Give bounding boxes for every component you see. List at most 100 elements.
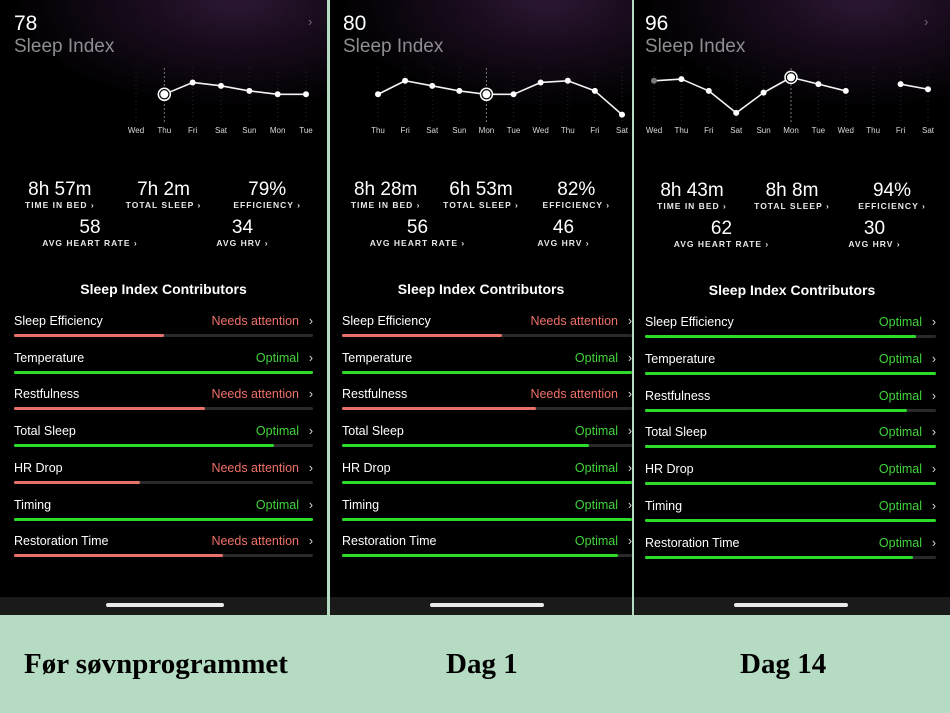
- chevron-right-icon[interactable]: ›: [931, 462, 936, 477]
- chevron-right-icon[interactable]: ›: [308, 314, 313, 328]
- stat-avg-heart-rate[interactable]: 56 AVG HEART RATE ›: [345, 218, 490, 249]
- chart-point[interactable]: [678, 76, 685, 83]
- contributor-row[interactable]: Temperature Optimal ›: [342, 351, 632, 381]
- contributor-name: Restfulness: [342, 387, 408, 402]
- sleep-index-chart[interactable]: Wed Thu Fri Sat Sun Mon Tue Wed Thu Fri Sat: [634, 60, 950, 140]
- sleep-index-chart[interactable]: Wed Thu Fri Sat Sun Mon Tue: [0, 60, 327, 140]
- chart-selected-point[interactable]: [482, 90, 491, 99]
- chevron-right-icon[interactable]: ›: [931, 499, 936, 513]
- chart-point[interactable]: [619, 111, 625, 118]
- contributor-row[interactable]: HR Drop Optimal ›: [645, 462, 936, 492]
- contributor-row[interactable]: Total Sleep Optimal ›: [342, 424, 632, 454]
- chevron-right-icon[interactable]: ›: [931, 315, 936, 329]
- stat-total[interactable]: 8h 8m TOTAL SLEEP ›: [742, 181, 842, 212]
- chart-point[interactable]: [189, 79, 196, 86]
- stat-avg-hrv[interactable]: 46 AVG HRV ›: [495, 218, 632, 249]
- chart-point[interactable]: [705, 87, 712, 94]
- contributor-row[interactable]: Sleep Efficiency Optimal ›: [645, 315, 936, 345]
- contributor-row[interactable]: Restoration Time Needs attention ›: [14, 534, 313, 564]
- chart-point[interactable]: [815, 81, 822, 88]
- contributor-row[interactable]: Restfulness Needs attention ›: [14, 387, 313, 417]
- contributor-row[interactable]: Restoration Time Optimal ›: [645, 536, 936, 566]
- contributor-row[interactable]: Sleep Efficiency Needs attention ›: [14, 314, 313, 344]
- chart-point[interactable]: [274, 91, 281, 98]
- stat-total[interactable]: 7h 2m TOTAL SLEEP ›: [112, 180, 216, 211]
- chevron-right-icon[interactable]: ›: [308, 424, 313, 439]
- stat-efficiency[interactable]: 82% EFFICIENCY ›: [529, 180, 624, 211]
- sleep-index-chart[interactable]: Thu Fri Sat Sun Mon Tue Wed Thu Fri Sat: [330, 60, 632, 140]
- chart-point[interactable]: [218, 82, 224, 89]
- chart-point[interactable]: [510, 91, 517, 98]
- stat-total[interactable]: 6h 53m TOTAL SLEEP ›: [433, 180, 528, 211]
- chart-point[interactable]: [760, 89, 767, 96]
- contributor-row[interactable]: Temperature Optimal ›: [14, 351, 313, 381]
- contributor-row[interactable]: Timing Optimal ›: [14, 498, 313, 528]
- chevron-right-icon[interactable]: ›: [627, 314, 632, 328]
- chart-point[interactable]: [651, 77, 657, 84]
- chart-point[interactable]: [925, 86, 931, 93]
- contributor-row[interactable]: Total Sleep Optimal ›: [14, 424, 313, 454]
- contributor-row[interactable]: Restfulness Optimal ›: [645, 389, 936, 419]
- chart-selected-point[interactable]: [160, 90, 169, 99]
- contributor-row[interactable]: HR Drop Needs attention ›: [14, 461, 313, 491]
- chevron-right-icon[interactable]: ›: [627, 534, 632, 549]
- chevron-right-icon[interactable]: ›: [627, 497, 632, 512]
- home-indicator[interactable]: [734, 603, 848, 607]
- stat-efficiency[interactable]: 79% EFFICIENCY ›: [215, 180, 319, 211]
- chevron-right-icon[interactable]: ›: [308, 497, 313, 512]
- chart-point[interactable]: [564, 77, 571, 84]
- chevron-right-icon[interactable]: ›: [308, 14, 313, 29]
- contributor-row[interactable]: Timing Optimal ›: [645, 499, 936, 529]
- caption-day1: Dag 1: [446, 648, 518, 680]
- chart-point[interactable]: [897, 81, 904, 88]
- stat-efficiency[interactable]: 94% EFFICIENCY ›: [842, 181, 942, 212]
- chart-point[interactable]: [733, 109, 740, 116]
- contributor-row[interactable]: Sleep Efficiency Needs attention ›: [342, 314, 632, 344]
- stat-avg-heart-rate[interactable]: 62 AVG HEART RATE ›: [649, 219, 794, 250]
- contributor-row[interactable]: Total Sleep Optimal ›: [645, 425, 936, 455]
- chart-point[interactable]: [375, 91, 381, 98]
- chart-day-label: Thu: [371, 126, 385, 135]
- chart-point[interactable]: [591, 87, 598, 94]
- chevron-right-icon[interactable]: ›: [627, 387, 632, 402]
- home-indicator[interactable]: [430, 603, 544, 607]
- chevron-right-icon[interactable]: ›: [931, 351, 936, 366]
- chevron-right-icon[interactable]: ›: [627, 424, 632, 439]
- contributor-row[interactable]: Temperature Optimal ›: [645, 352, 936, 382]
- contributor-row[interactable]: HR Drop Optimal ›: [342, 461, 632, 491]
- chart-point[interactable]: [456, 87, 463, 94]
- stat-time[interactable]: 8h 28m TIME IN BED ›: [338, 180, 433, 211]
- chevron-right-icon[interactable]: ›: [924, 14, 929, 29]
- stat-avg-hrv[interactable]: 34 AVG HRV ›: [165, 218, 320, 249]
- chart-selected-point[interactable]: [787, 73, 795, 82]
- stat-time[interactable]: 8h 57m TIME IN BED ›: [8, 180, 112, 211]
- contributor-progress-fill: [645, 445, 936, 449]
- stat-avg-hrv[interactable]: 30 AVG HRV ›: [799, 219, 950, 250]
- chart-day-label: Wed: [128, 126, 144, 135]
- chevron-right-icon[interactable]: ›: [308, 387, 313, 402]
- chevron-right-icon[interactable]: ›: [627, 460, 632, 475]
- stat-avg-heart-rate[interactable]: 58 AVG HEART RATE ›: [20, 218, 160, 249]
- contributor-progress-fill: [645, 408, 907, 412]
- chevron-right-icon[interactable]: ›: [931, 425, 936, 440]
- chart-point[interactable]: [537, 79, 544, 86]
- contributor-status: Optimal: [878, 388, 922, 403]
- stat-time[interactable]: 8h 43m TIME IN BED ›: [642, 181, 742, 212]
- chevron-right-icon[interactable]: ›: [931, 535, 936, 550]
- chart-point[interactable]: [429, 82, 436, 89]
- chart-point[interactable]: [402, 77, 409, 84]
- contributor-row[interactable]: Timing Optimal ›: [342, 498, 632, 528]
- chevron-right-icon[interactable]: ›: [627, 350, 632, 365]
- chart-day-label: Tue: [507, 126, 521, 135]
- chart-point[interactable]: [842, 87, 849, 94]
- chevron-right-icon[interactable]: ›: [308, 534, 313, 549]
- chevron-right-icon[interactable]: ›: [308, 460, 313, 475]
- contributor-row[interactable]: Restfulness Needs attention ›: [342, 387, 632, 417]
- chevron-right-icon[interactable]: ›: [308, 350, 313, 365]
- chart-point[interactable]: [246, 87, 253, 94]
- chevron-right-icon[interactable]: ›: [931, 388, 936, 403]
- contributor-row[interactable]: Restoration Time Optimal ›: [342, 534, 632, 564]
- contributor-name: Sleep Efficiency: [14, 314, 103, 328]
- chart-point[interactable]: [303, 91, 309, 98]
- home-indicator[interactable]: [106, 603, 224, 607]
